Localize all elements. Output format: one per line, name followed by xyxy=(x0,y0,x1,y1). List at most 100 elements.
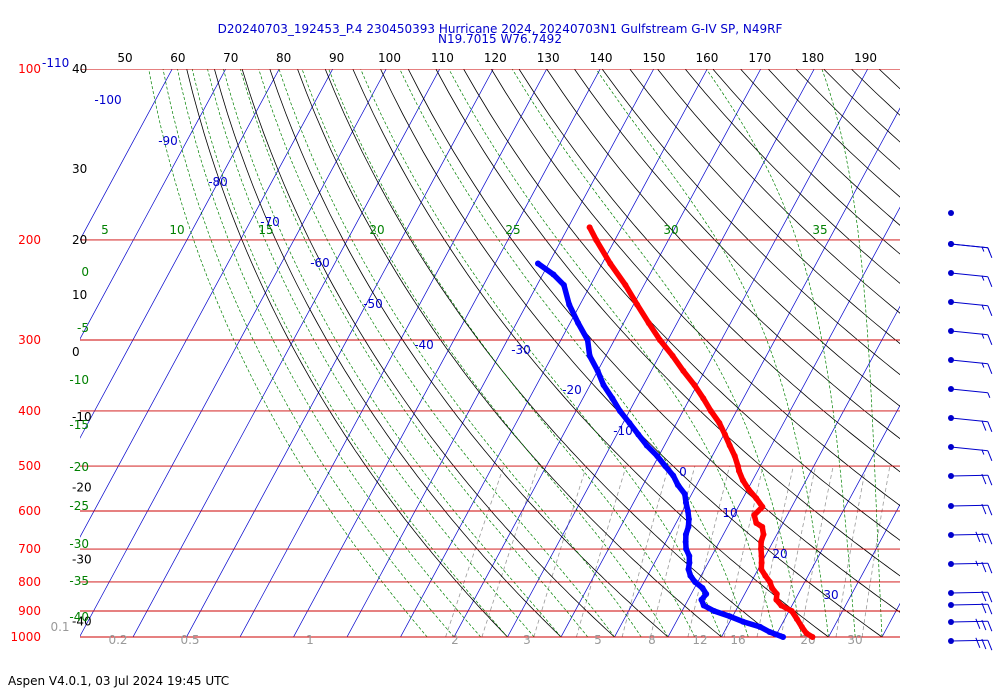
moist-adiabat-top-label: 35 xyxy=(812,223,827,237)
isotherm-label: -60 xyxy=(310,256,330,270)
wind-barb-flag xyxy=(987,604,993,615)
wind-barb-flag xyxy=(975,618,981,630)
wind-barb-flag xyxy=(987,534,993,545)
mixing-ratio-label: 0.1 xyxy=(50,620,69,634)
wind-barb-flag xyxy=(981,420,987,431)
moist-adiabat-line xyxy=(821,69,883,638)
wind-barb-flag xyxy=(981,590,987,602)
temperature-trace-point xyxy=(798,623,805,630)
temperature-trace-point xyxy=(753,495,760,502)
temperature-trace-point xyxy=(758,566,765,573)
dewpoint-trace-point xyxy=(766,629,773,636)
moist-adiabat-line xyxy=(360,69,722,638)
dry-adiabat-top-label: 50 xyxy=(117,51,132,65)
temperature-trace-point xyxy=(586,224,593,231)
moist-adiabat-line xyxy=(207,69,535,638)
moist-adiabat-left-label: -20 xyxy=(69,460,89,474)
dewpoint-trace-point xyxy=(674,481,681,488)
wind-barb-flag xyxy=(975,531,981,543)
wind-barb-flag xyxy=(987,563,993,574)
pressure-label: 500 xyxy=(18,459,41,473)
pressure-top-suffix: -110 xyxy=(42,56,69,70)
temperature-trace-point xyxy=(759,503,766,510)
dewpoint-trace-point xyxy=(773,631,780,638)
wind-barb-column xyxy=(948,210,993,651)
pressure-label: 1000 xyxy=(10,630,41,644)
wind-barb-flag xyxy=(987,363,993,374)
dry-adiabat-line xyxy=(657,69,900,314)
temperature-trace-point xyxy=(745,486,752,493)
isotherm-label: -50 xyxy=(363,297,383,311)
dry-adiabat-top-label: 100 xyxy=(378,51,401,65)
dry-adiabat-line xyxy=(684,69,900,284)
moist-adiabat-line xyxy=(448,69,776,638)
moist-adiabat-left-label: -10 xyxy=(69,373,89,387)
moist-adiabat-line xyxy=(706,69,856,638)
wind-barb-half-flag xyxy=(981,449,985,455)
wind-barb-half-flag xyxy=(981,275,985,281)
dewpoint-trace xyxy=(535,260,786,640)
isotherm-line xyxy=(614,107,900,638)
mixing-ratio-line xyxy=(861,465,891,638)
dry-adiabat-top-label: 140 xyxy=(590,51,613,65)
moist-adiabat-left-label: -25 xyxy=(69,499,89,513)
temperature-trace-point xyxy=(757,546,764,553)
isotherm-label: 30 xyxy=(823,588,838,602)
moist-adiabat-line xyxy=(511,69,803,638)
chart-title-line-1: D20240703_192453_P.4 230450393 Hurricane… xyxy=(218,22,783,36)
mixing-ratio-line xyxy=(481,465,539,638)
dewpoint-trace-point xyxy=(654,452,661,459)
pressure-label: 600 xyxy=(18,504,41,518)
dewpoint-trace-point xyxy=(560,281,567,288)
isotherm-line xyxy=(828,503,900,638)
wind-barb-flag xyxy=(981,532,987,544)
temperature-trace-point xyxy=(766,578,773,585)
dewpoint-trace-point xyxy=(726,613,733,620)
dewpoint-trace-point xyxy=(685,523,692,530)
temperature-trace-point xyxy=(751,512,758,519)
wind-barb-half-flag xyxy=(981,304,985,310)
dewpoint-trace-point xyxy=(670,472,677,479)
dry-adiabat-top-label: 110 xyxy=(431,51,454,65)
isotherm-line xyxy=(400,69,708,638)
isotherm-line xyxy=(667,206,900,638)
dewpoint-trace-point xyxy=(682,538,689,545)
left-temperature-label: 20 xyxy=(72,233,87,247)
temperature-trace-point xyxy=(759,523,766,530)
isotherm-label: 20 xyxy=(772,547,787,561)
temperature-trace-point xyxy=(793,616,800,623)
wind-barb-station xyxy=(948,210,954,216)
isotherm-line xyxy=(453,69,762,638)
temperature-trace-point xyxy=(809,634,816,640)
mixing-ratio-line xyxy=(650,465,696,638)
dewpoint-trace-point xyxy=(757,623,764,630)
wind-barb-flag xyxy=(981,638,987,650)
temperature-trace-point xyxy=(726,442,733,449)
wind-barb-staff xyxy=(950,243,988,249)
wind-barb-half-flag xyxy=(975,560,979,567)
dewpoint-trace-point xyxy=(686,559,693,566)
wind-barb-flag xyxy=(987,334,993,345)
temperature-trace-point xyxy=(758,559,765,566)
left-temperature-label: 10 xyxy=(72,288,87,302)
dry-adiabat-line xyxy=(490,69,900,507)
mixing-ratio-label: 8 xyxy=(648,633,656,647)
temperature-trace-point xyxy=(773,596,780,603)
dry-adiabat-line xyxy=(518,69,900,473)
dewpoint-trace-point xyxy=(740,618,747,625)
dry-adiabat-line xyxy=(907,69,1000,637)
pressure-label: 200 xyxy=(18,233,41,247)
dry-adiabat-line xyxy=(407,69,900,613)
moist-adiabat-line xyxy=(301,69,669,638)
moist-adiabat-line xyxy=(595,69,829,638)
dry-adiabat-line xyxy=(463,69,900,541)
dry-adiabat-line xyxy=(241,69,615,638)
mixing-ratio-label: 16 xyxy=(730,633,745,647)
mixing-ratio-label: 2 xyxy=(451,633,459,647)
dewpoint-trace-point xyxy=(566,301,573,308)
moist-adiabat-left-label: -40 xyxy=(69,610,89,624)
wind-barb-staff xyxy=(950,591,988,594)
left-temperature-label: -40 xyxy=(72,615,92,629)
mixing-ratio-line xyxy=(576,465,627,638)
